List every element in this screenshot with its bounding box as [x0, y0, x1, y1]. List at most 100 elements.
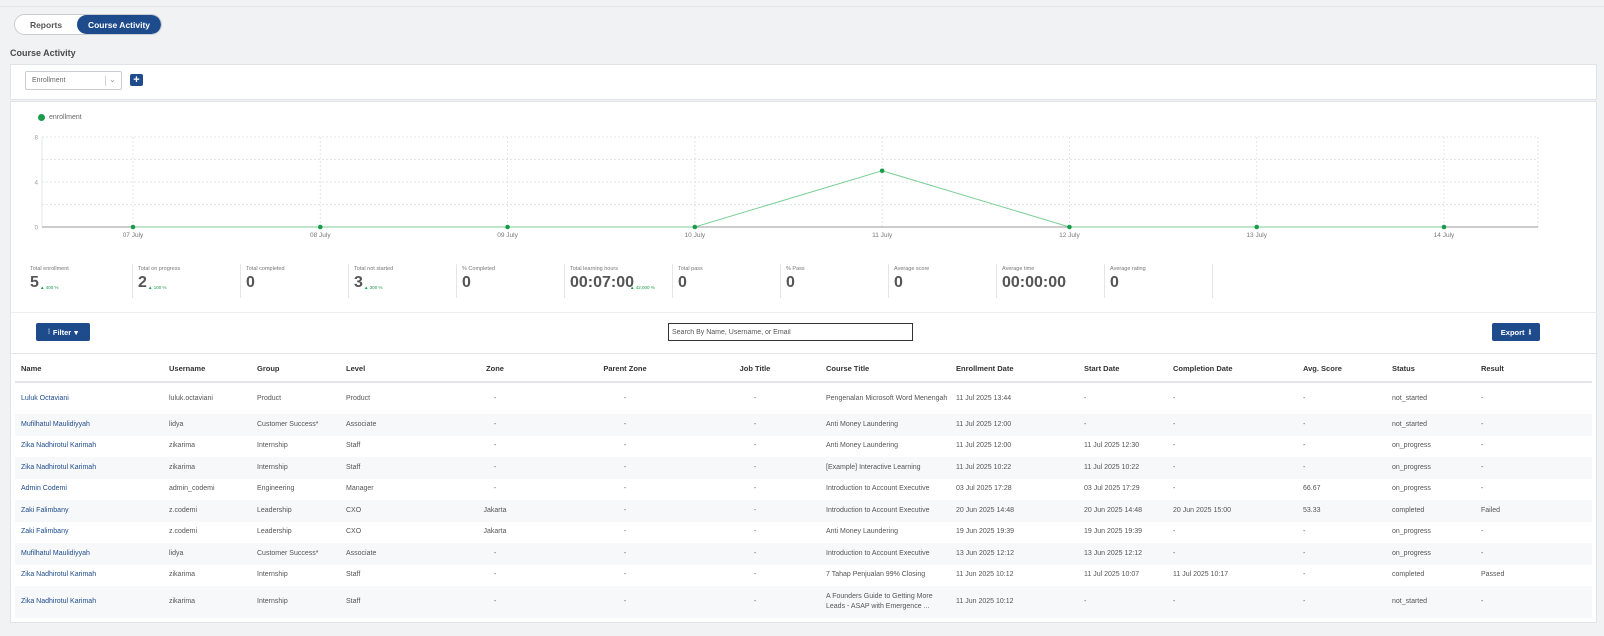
table-row[interactable]: Luluk Octaviani luluk.octaviani Product Pro…: [15, 382, 1592, 414]
table-cell: -: [753, 442, 757, 450]
column-header[interactable]: Avg. Score: [1297, 356, 1386, 383]
column-header[interactable]: Username: [163, 356, 251, 383]
table-cell: Introduction to Account Executive: [820, 500, 950, 522]
stat-change: ▲ 300 %: [364, 285, 382, 290]
data-point: [130, 224, 136, 230]
stat-value: 0: [246, 274, 255, 291]
data-point: [317, 224, 323, 230]
table-cell: not_started: [1386, 586, 1475, 618]
stats-divider: [11, 312, 1598, 313]
table-cell: -: [623, 571, 627, 579]
table-cell: -: [1303, 394, 1306, 402]
table-cell: -: [1481, 394, 1484, 402]
arrow-up-icon: ▲: [364, 285, 370, 290]
column-header[interactable]: Result: [1475, 356, 1592, 383]
stat-value: 00:00:00: [1002, 274, 1067, 291]
table-cell: 11 Jun 2025 10:12: [956, 571, 1014, 579]
table-cell: z.codemi: [163, 500, 251, 522]
table-cell: Failed: [1475, 500, 1592, 522]
table-cell: lidya: [163, 414, 251, 436]
table-cell: Pengenalan Microsoft Word Menengah: [826, 394, 948, 402]
table-cell: not_started: [1392, 394, 1428, 402]
user-name-link[interactable]: Zika Nadhirotul Karimah: [21, 442, 97, 450]
table-cell: on_progress: [1392, 528, 1431, 536]
column-header[interactable]: Completion Date: [1167, 356, 1297, 383]
tab-reports[interactable]: Reports: [29, 19, 63, 30]
table-cell: Staff: [340, 586, 430, 618]
table-cell: CXO: [346, 528, 362, 536]
column-header[interactable]: Name: [15, 356, 163, 383]
table-cell: -: [690, 586, 820, 618]
filter-icon: ⫶: [48, 327, 50, 336]
column-header[interactable]: Status: [1386, 356, 1475, 383]
table-row[interactable]: Mufilhatul Maulidiyyah lidya Customer Succ…: [15, 414, 1592, 436]
stat-value: 0: [1110, 274, 1119, 291]
user-name-link[interactable]: Zika Nadhirotul Karimah: [15, 586, 163, 618]
table-row[interactable]: Zaki Falimbany z.codemi Leadership CXO Jakar…: [15, 522, 1592, 544]
table-cell: Jakarta: [430, 500, 560, 522]
column-header[interactable]: Course Title: [820, 356, 950, 383]
user-name-link[interactable]: Zaki Falimbany: [15, 500, 163, 522]
column-header[interactable]: Start Date: [1078, 356, 1167, 383]
stat-change-text: 42,000 %: [635, 285, 655, 290]
user-name-link[interactable]: Mufilhatul Maulidiyyah: [15, 543, 163, 565]
data-point: [505, 224, 510, 230]
stat-card: Total on progress 2 ▲ 100 %: [133, 264, 241, 298]
stat-card: Total enrollment 5 ▲ 400 %: [25, 264, 133, 298]
user-name-link[interactable]: Zaki Falimbany: [21, 528, 69, 536]
table-row[interactable]: Zika Nadhirotul Karimah zikarima Internshi…: [15, 565, 1592, 587]
table-row[interactable]: Zika Nadhirotul Karimah zikarima Internshi…: [15, 436, 1592, 458]
table-row[interactable]: Mufilhatul Maulidiyyah lidya Customer Succ…: [15, 543, 1592, 565]
y-tick-label: 4: [35, 181, 39, 187]
table-cell: 20 Jun 2025 14:48: [950, 500, 1078, 522]
table-cell: A Founders Guide to Getting More Leads -…: [820, 586, 950, 618]
table-cell: Introduction to Account Executive: [820, 543, 950, 565]
table-cell: 66.67: [1303, 485, 1321, 493]
user-name-link[interactable]: Luluk Octaviani: [21, 394, 69, 402]
column-header[interactable]: Zone: [430, 356, 560, 383]
table-cell: 11 Jun 2025 10:12: [950, 586, 1078, 618]
export-button[interactable]: Export ⭳: [1492, 323, 1540, 341]
chart-legend[interactable]: enrollment: [38, 114, 82, 121]
table-cell: Staff: [346, 442, 361, 450]
stat-value: 0: [894, 274, 903, 291]
stat-value: 5: [30, 274, 39, 291]
table-cell: Leadership: [251, 500, 340, 522]
column-header[interactable]: Job Title: [690, 356, 820, 383]
activity-table: Name Username Group Level Zone Parent Zone Job…: [15, 356, 1592, 618]
export-label: Export: [1500, 327, 1525, 337]
table-cell: on_progress: [1392, 485, 1431, 493]
tab-course-activity[interactable]: Course Activity: [77, 15, 161, 34]
column-header[interactable]: Enrollment Date: [950, 356, 1078, 383]
user-name-link[interactable]: Zika Nadhirotul Karimah: [21, 571, 97, 579]
add-metric-button[interactable]: +: [130, 74, 143, 86]
table-cell: 11 Jul 2025 13:44: [956, 394, 1012, 402]
table-cell: -: [1173, 394, 1176, 402]
table-cell: 20 Jun 2025 15:00: [1167, 500, 1297, 522]
table-cell: [Example] Interactive Learning: [820, 457, 950, 479]
user-name-link[interactable]: Admin Codemi: [21, 485, 67, 493]
table-row[interactable]: Zika Nadhirotul Karimah zikarima Internshi…: [15, 457, 1592, 479]
x-tick-label: 09 July: [497, 232, 518, 239]
user-name-link[interactable]: Zika Nadhirotul Karimah: [15, 457, 163, 479]
search-input[interactable]: [668, 323, 913, 341]
table-header-row: Name Username Group Level Zone Parent Zone Job…: [15, 356, 1592, 383]
table-cell: admin_codemi: [169, 485, 215, 493]
column-header[interactable]: Group: [251, 356, 340, 383]
user-name-link[interactable]: Mufilhatul Maulidiyyah: [15, 414, 163, 436]
table-row[interactable]: Zika Nadhirotul Karimah zikarima Internshi…: [15, 586, 1592, 618]
table-cell: Jakarta: [483, 528, 507, 536]
x-tick-label: 07 July: [123, 232, 144, 239]
table-row[interactable]: Zaki Falimbany z.codemi Leadership CXO Jakar…: [15, 500, 1592, 522]
table-cell: on_progress: [1386, 457, 1475, 479]
table-cell: -: [1481, 485, 1484, 493]
column-header[interactable]: Parent Zone: [560, 356, 690, 383]
filter-button[interactable]: ⫶ Filter ▾: [36, 323, 90, 341]
column-header[interactable]: Level: [340, 356, 430, 383]
metric-select[interactable]: Enrollment ⌄: [25, 71, 122, 90]
table-row[interactable]: Admin Codemi admin_codemi Engineering Manag…: [15, 479, 1592, 501]
top-divider: [0, 6, 1604, 7]
y-tick-label: 0: [35, 226, 39, 232]
table-cell: -: [1078, 586, 1167, 618]
table-cell: on_progress: [1386, 543, 1475, 565]
